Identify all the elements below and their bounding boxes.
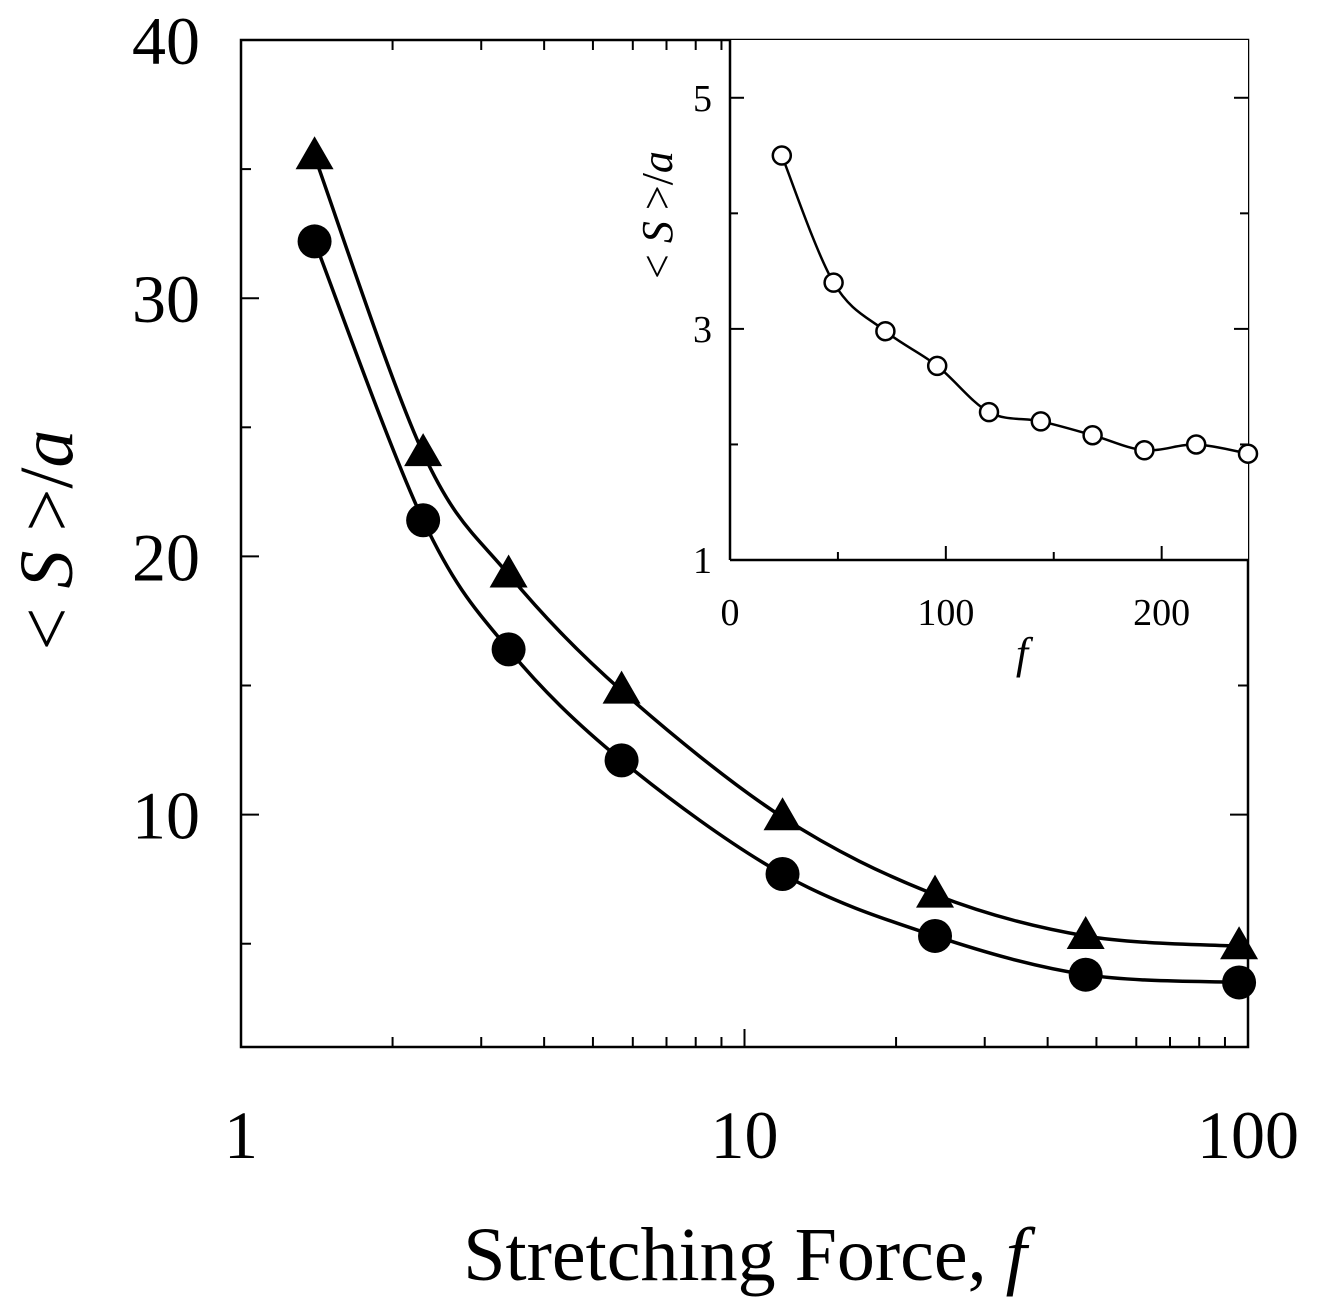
inset-x-tick-label: 100 (917, 592, 974, 634)
main-series-markers (295, 136, 1259, 1000)
main-x-tick-label: 100 (1197, 1097, 1299, 1173)
open-circle-marker (771, 145, 793, 166)
inset-x-tick-label: 200 (1133, 592, 1190, 634)
circle-marker (297, 224, 332, 259)
triangle-marker (1220, 926, 1259, 960)
triangle-marker (404, 433, 443, 467)
main-y-tick-label: 30 (132, 261, 200, 337)
triangle-marker (602, 670, 641, 704)
open-circle-marker (1082, 424, 1103, 446)
triangle-marker (763, 797, 802, 831)
inset-x-tick-label: 0 (721, 592, 740, 634)
main-y-tick-label: 10 (132, 778, 200, 854)
inset-y-axis-title: < S >/a (633, 151, 682, 279)
inset-y-tick-label: 5 (693, 78, 712, 120)
main-x-tick-label: 1 (224, 1097, 258, 1173)
circle-marker (1222, 965, 1257, 1000)
open-circle-marker (1185, 434, 1207, 455)
circle-marker (1068, 957, 1103, 992)
open-circle-marker (1030, 411, 1052, 432)
inset-plot-background (730, 40, 1248, 560)
inset-series-markers (771, 145, 1259, 464)
triangle-marker (295, 136, 334, 170)
open-circle-marker (823, 272, 844, 293)
circle-marker (406, 503, 441, 538)
triangle-marker (916, 874, 955, 908)
open-circle-marker (978, 401, 1000, 423)
main-x-axis-title: Stretching Force, f (463, 1213, 1035, 1297)
inset-y-tick-label: 3 (693, 309, 712, 351)
triangle-marker (489, 554, 528, 588)
main-y-axis-title: < S >/a (5, 430, 89, 651)
inset-tick-labels: 0 100 200 1 3 5 (693, 78, 1190, 634)
main-x-tick-label: 10 (711, 1097, 779, 1173)
open-circle-marker (926, 355, 948, 377)
main-y-tick-label: 40 (132, 3, 200, 79)
open-circle-marker (1237, 443, 1259, 464)
triangle-marker (1066, 915, 1105, 949)
inset-y-tick-label: 1 (693, 540, 712, 582)
main-y-tick-label: 20 (132, 519, 200, 595)
open-circle-marker (875, 320, 896, 342)
circle-marker (604, 743, 639, 778)
inset-x-axis-title: f (1016, 629, 1034, 678)
circle-marker (491, 632, 526, 667)
open-circle-marker (1134, 439, 1155, 461)
circle-marker (765, 857, 800, 892)
circle-marker (918, 918, 953, 953)
